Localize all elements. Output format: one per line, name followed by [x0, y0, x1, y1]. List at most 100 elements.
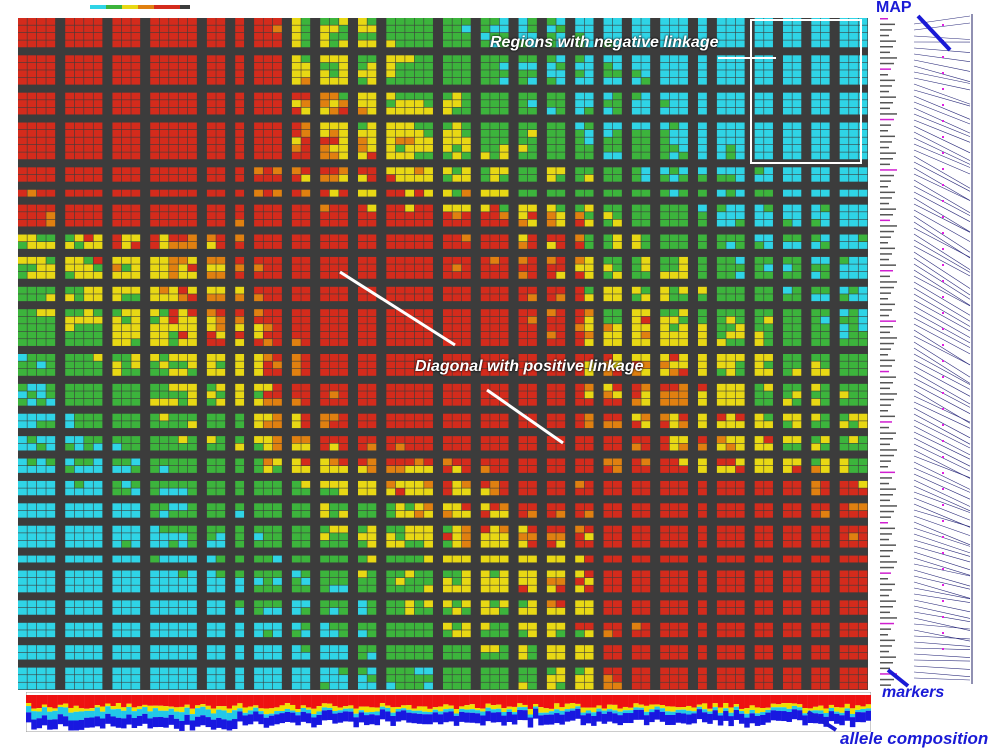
heatmap-cell [528, 608, 537, 615]
heatmap-cell [613, 675, 622, 682]
heatmap-cell [301, 526, 310, 533]
heatmap-cell [254, 399, 263, 406]
heatmap-cell [415, 205, 424, 212]
heatmap-cell [216, 264, 225, 271]
heatmap-cell [481, 294, 490, 301]
heatmap-cell [301, 18, 310, 25]
heatmap-cell [698, 608, 707, 615]
heatmap-cell [519, 683, 528, 690]
heatmap-cell [169, 630, 178, 637]
heatmap-cell [405, 123, 414, 130]
heatmap-cell [292, 675, 301, 682]
heatmap-cell [84, 533, 93, 540]
heatmap-cell [632, 220, 641, 227]
heatmap-cell [330, 100, 339, 107]
heatmap-cell [358, 668, 367, 675]
heatmap-cell [75, 108, 84, 115]
heatmap-cell [443, 137, 452, 144]
heatmap-cell [179, 444, 188, 451]
heatmap-cell [415, 571, 424, 578]
allele-segment [364, 712, 369, 715]
heatmap-cell [604, 152, 613, 159]
heatmap-cell [556, 399, 565, 406]
heatmap-cell [160, 317, 169, 324]
heatmap-cell [150, 55, 159, 62]
heatmap-cell [131, 100, 140, 107]
heatmap-cell [556, 264, 565, 271]
heatmap-cell [481, 324, 490, 331]
heatmap-cell [792, 137, 801, 144]
heatmap-cell [840, 369, 849, 376]
heatmap-cell [112, 108, 121, 115]
allele-segment [42, 707, 47, 715]
heatmap-cell [452, 152, 461, 159]
heatmap-cell [160, 585, 169, 592]
heatmap-cell [755, 421, 764, 428]
heatmap-cell [755, 55, 764, 62]
heatmap-cell [235, 257, 244, 264]
heatmap-cell [46, 675, 55, 682]
heatmap-cell [585, 503, 594, 510]
heatmap-cell [556, 608, 565, 615]
heatmap-cell [216, 167, 225, 174]
heatmap-cell [726, 190, 735, 197]
heatmap-cell [462, 585, 471, 592]
allele-segment [353, 717, 358, 727]
heatmap-cell [679, 339, 688, 346]
heatmap-cell [75, 287, 84, 294]
heatmap-cell [301, 533, 310, 540]
heatmap-cell [821, 571, 830, 578]
heatmap-cell [481, 645, 490, 652]
heatmap-cell [717, 645, 726, 652]
heatmap-cell [604, 212, 613, 219]
heatmap-cell [792, 556, 801, 563]
heatmap-cell [386, 466, 395, 473]
heatmap-cell [150, 33, 159, 40]
heatmap-cell [415, 40, 424, 47]
heatmap-cell [840, 488, 849, 495]
heatmap-cell [160, 93, 169, 100]
heatmap-cell [188, 152, 197, 159]
heatmap-cell [783, 668, 792, 675]
heatmap-cell [660, 294, 669, 301]
heatmap-cell [207, 511, 216, 518]
heatmap-cell [528, 488, 537, 495]
heatmap-cell [367, 130, 376, 137]
heatmap-cell [443, 585, 452, 592]
map-tick [942, 424, 944, 426]
heatmap-cell [386, 481, 395, 488]
heatmap-cell [641, 324, 650, 331]
heatmap-cell [94, 578, 103, 585]
heatmap-cell [500, 287, 509, 294]
heatmap-cell [386, 541, 395, 548]
heatmap-cell [18, 488, 27, 495]
heatmap-cell [150, 645, 159, 652]
heatmap-cell [330, 264, 339, 271]
heatmap-cell [18, 317, 27, 324]
heatmap-cell [528, 130, 537, 137]
heatmap-cell [122, 287, 131, 294]
heatmap-cell [396, 175, 405, 182]
heatmap-cell [367, 332, 376, 339]
heatmap-cell [849, 630, 858, 637]
heatmap-cell [207, 391, 216, 398]
allele-segment [316, 715, 321, 725]
heatmap-cell [160, 571, 169, 578]
heatmap-cell [122, 414, 131, 421]
heatmap-cell [264, 339, 273, 346]
heatmap-cell [131, 18, 140, 25]
heatmap-cell [556, 675, 565, 682]
heatmap-cell [755, 18, 764, 25]
heatmap-cell [415, 623, 424, 630]
heatmap-cell [131, 683, 140, 690]
heatmap-cell [849, 623, 858, 630]
heatmap-cell [254, 324, 263, 331]
heatmap-cell [462, 384, 471, 391]
heatmap-cell [783, 391, 792, 398]
heatmap-cell [547, 623, 556, 630]
heatmap-cell [330, 167, 339, 174]
heatmap-cell [264, 421, 273, 428]
heatmap-cell [613, 466, 622, 473]
heatmap-cell [821, 668, 830, 675]
heatmap-cell [46, 436, 55, 443]
